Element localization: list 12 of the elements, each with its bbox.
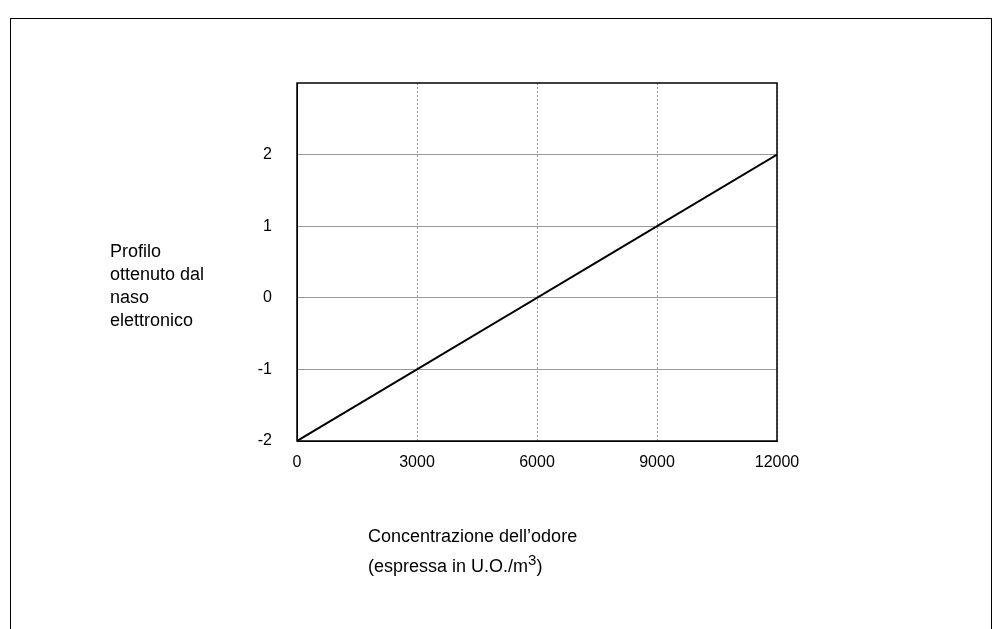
x-tick-label: 12000 xyxy=(754,453,800,471)
x-tick-label: 3000 xyxy=(399,453,435,471)
x-axis-title: Concentrazione dell’odore (espressa in U.O./m$^{3}$) xyxy=(368,525,578,578)
y-tick-label: 1 xyxy=(263,216,273,234)
y-tick-label: 2 xyxy=(263,145,273,163)
y-tick-label: -1 xyxy=(257,359,273,377)
x-tick-label: 6000 xyxy=(519,453,555,471)
x-tick-label: 0 xyxy=(292,453,302,471)
y-tick-label: 0 xyxy=(263,288,273,306)
x-tick-label: 9000 xyxy=(639,453,675,471)
y-tick-label: -2 xyxy=(257,431,273,449)
y-axis-title: Profilo ottenuto dal naso elettronico xyxy=(110,240,206,332)
